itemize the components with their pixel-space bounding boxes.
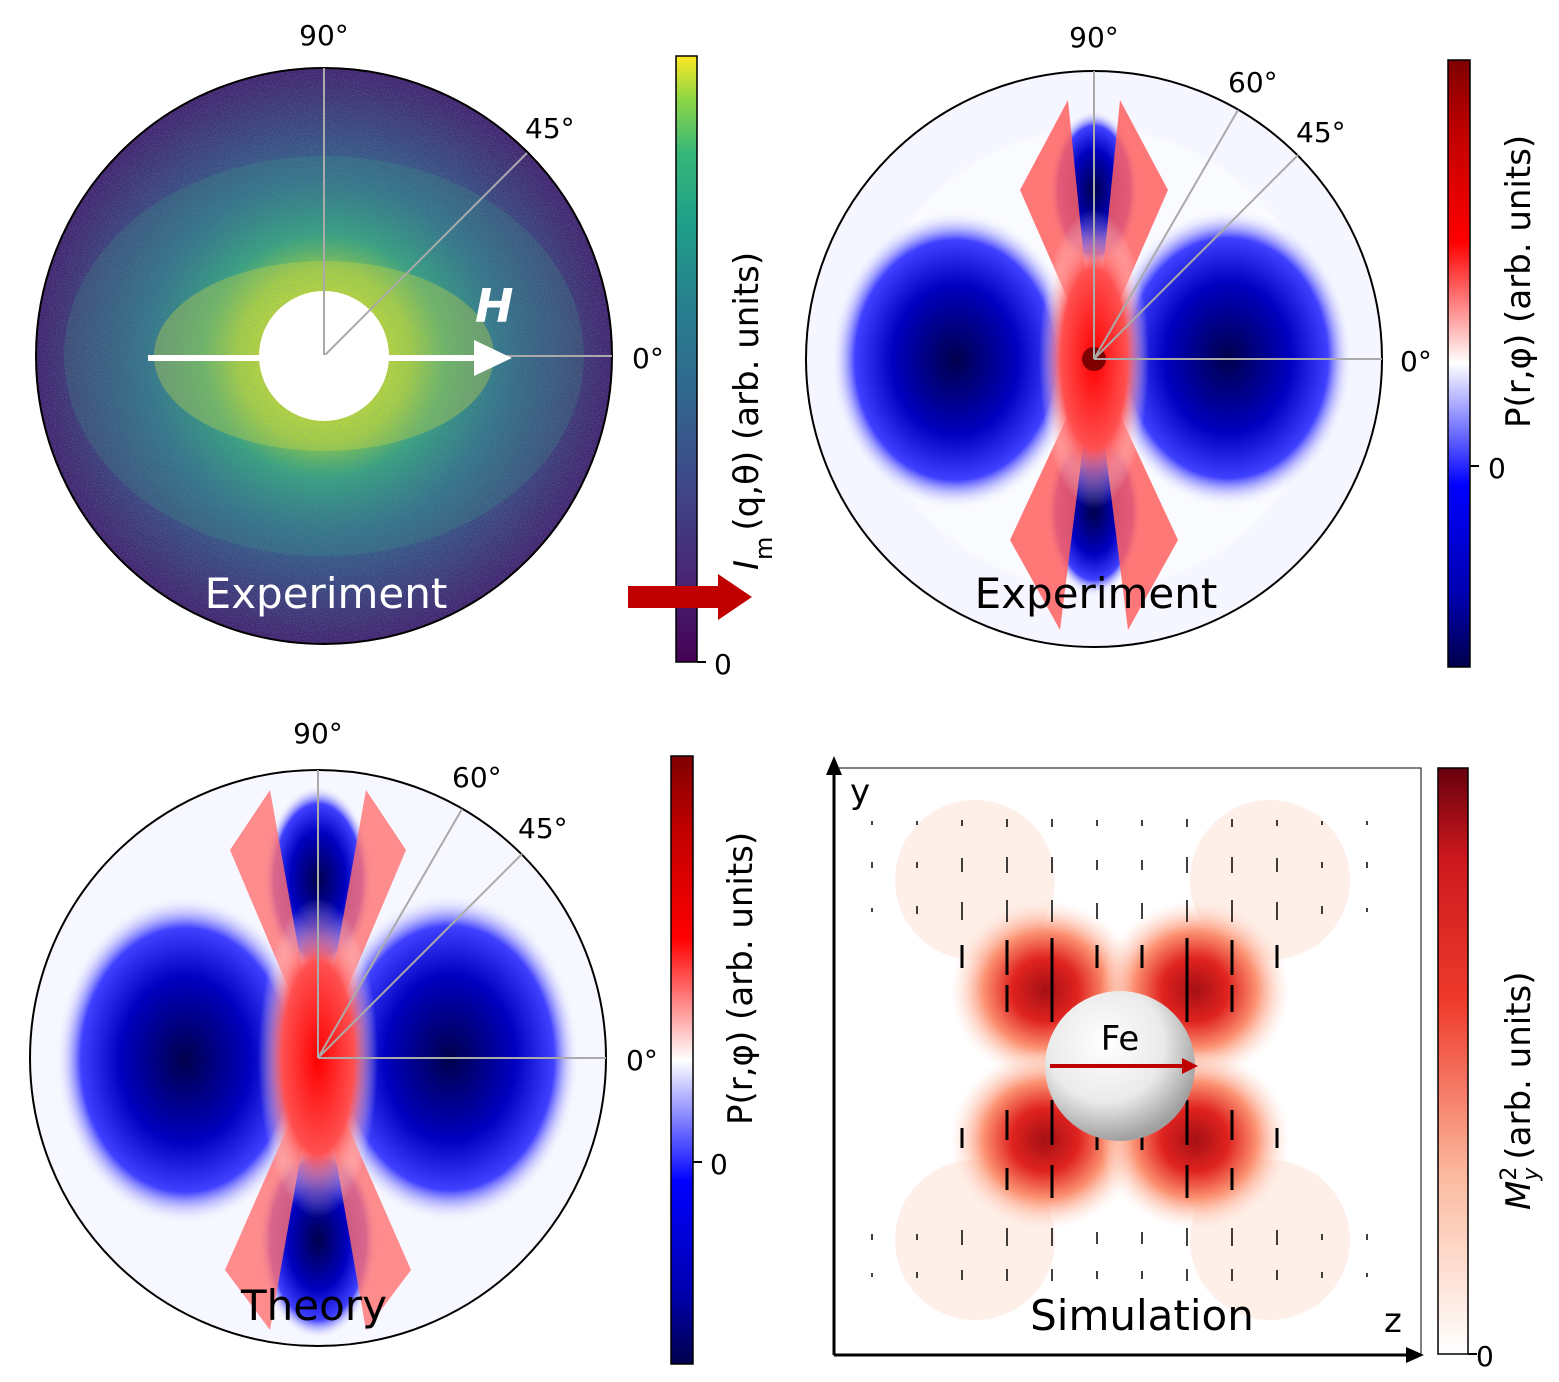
- y-axis-head: [826, 756, 842, 775]
- field-arrow-head: [474, 340, 512, 376]
- blue-lobe: [830, 210, 1080, 510]
- red-region: [225, 1058, 411, 1330]
- guide-45: [323, 152, 528, 357]
- panel-top-right: 90° 60° 45° 0° Experiment: [805, 21, 1432, 648]
- colorbar-top-left: 0 Im(q,θ) (arb. units): [628, 55, 778, 681]
- particle-label: Fe: [1101, 1019, 1140, 1059]
- blue-lobe: [55, 895, 315, 1225]
- red-region: [1010, 359, 1178, 630]
- angle-label: 60°: [1228, 66, 1278, 99]
- red-region: [230, 790, 406, 1058]
- colorbar-top-right: 0 P(r,φ) (arb. units): [1447, 59, 1539, 668]
- angle-label: 45°: [518, 812, 568, 845]
- angle-label: 0°: [1400, 345, 1432, 378]
- angle-label: 45°: [525, 112, 575, 145]
- angle-label: 60°: [452, 761, 502, 794]
- panel-top-left: 90° 45° 0° H Experiment: [35, 19, 664, 645]
- z-axis-head: [1406, 1347, 1424, 1363]
- angle-label: 45°: [1296, 116, 1346, 149]
- colorbar-bottom-right: 0 M2y(arb. units): [1437, 767, 1544, 1373]
- angle-label: 0°: [632, 342, 664, 375]
- guide-60: [317, 808, 463, 1059]
- panel-label: Theory: [240, 1281, 387, 1330]
- colorbar-label: P(r,φ) (arb. units): [721, 832, 761, 1125]
- angle-label: 90°: [1069, 21, 1119, 54]
- colorbar-label: Im(q,θ) (arb. units): [727, 252, 778, 570]
- field-label: H: [475, 279, 514, 333]
- angle-label: 90°: [299, 19, 349, 52]
- guide-45: [1093, 154, 1299, 360]
- guide-60: [1093, 109, 1239, 360]
- colorbar-label: P(r,φ) (arb. units): [1499, 135, 1539, 428]
- colorbar-label: M2y(arb. units): [1497, 971, 1544, 1210]
- angle-label: 0°: [626, 1044, 658, 1077]
- panel-label: Simulation: [1030, 1291, 1254, 1340]
- angle-label: 90°: [293, 717, 343, 750]
- transform-arrow-head: [718, 574, 752, 620]
- panel-label: Experiment: [975, 569, 1218, 618]
- panel-bottom-left: 90° 60° 45° 0° Theory: [29, 717, 658, 1347]
- colorbar-zero: 0: [1488, 452, 1506, 485]
- colorbar-zero: 0: [710, 1148, 728, 1181]
- axis-z-label: z: [1384, 1301, 1402, 1341]
- axis-y-label: y: [850, 772, 870, 812]
- moment-arrow-head: [1182, 1058, 1198, 1074]
- panel-bottom-right: Fe y z Simulation: [826, 756, 1424, 1363]
- transform-arrow: [628, 586, 723, 608]
- colorbar-zero: 0: [1476, 1340, 1494, 1373]
- red-region: [1020, 100, 1168, 359]
- colorbar-bottom-left: 0 P(r,φ) (arb. units): [670, 755, 761, 1365]
- panel-label: Experiment: [205, 569, 448, 618]
- guide-45: [317, 853, 523, 1059]
- colorbar-zero: 0: [714, 648, 732, 681]
